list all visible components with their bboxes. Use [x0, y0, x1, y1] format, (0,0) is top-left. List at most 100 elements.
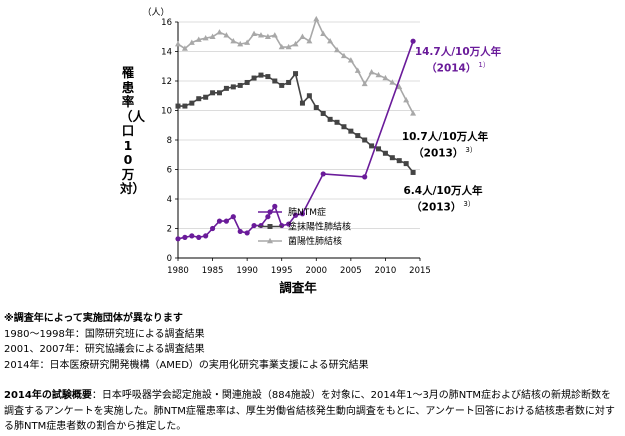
- data-point-square: [389, 155, 395, 161]
- data-point-triangle: [278, 43, 285, 50]
- data-point-square: [355, 133, 361, 139]
- data-point-triangle: [410, 110, 417, 116]
- notes-line: 1980～1998年：国際研究班による調査結果: [4, 328, 205, 340]
- x-tick-label: 2000: [305, 266, 327, 276]
- chart-axes: 0 2 4 6 8 10 12 14 16 1980 1985 1990 1995 2000 2005 201…: [161, 18, 431, 276]
- chart-grid: [178, 21, 420, 229]
- data-point-square: [216, 90, 222, 96]
- chart-series: [175, 15, 417, 242]
- annotation-smear-2013: 6.4人/10万人年 （2013） 3）: [388, 185, 498, 215]
- summary-text: ：日本呼吸器学会認定施設・関連施設（884施設）を対象に、2014年1～3月の肺…: [4, 390, 615, 432]
- data-point-triangle: [334, 46, 341, 53]
- annotation-ntm-year: （2014）: [426, 62, 477, 75]
- data-point-triangle: [251, 30, 258, 36]
- data-point-triangle: [327, 37, 334, 44]
- data-point-circle: [237, 228, 243, 235]
- data-point-triangle: [382, 74, 389, 81]
- x-axis-title: 調査年: [279, 280, 317, 295]
- data-point-circle: [175, 236, 181, 242]
- data-point-square: [334, 119, 340, 125]
- data-point-circle: [244, 230, 250, 236]
- data-point-circle: [203, 233, 209, 239]
- y-tick-label: 2: [167, 225, 172, 235]
- data-point-triangle: [375, 71, 382, 78]
- data-point-square: [293, 71, 299, 77]
- data-point-circle: [223, 218, 229, 224]
- data-point-triangle: [306, 37, 313, 44]
- data-point-circle: [251, 222, 257, 229]
- data-point-circle: [279, 222, 285, 229]
- data-point-triangle: [181, 45, 188, 51]
- annotation-ntm-2014: 14.7人/10万人年 （2014） 1）: [398, 46, 518, 76]
- annotation-ntm-value: 14.7人/10万人年: [414, 46, 502, 58]
- data-point-square: [286, 79, 292, 85]
- data-point-triangle: [188, 39, 195, 45]
- data-point-circle: [230, 214, 236, 220]
- series-circle: [175, 38, 416, 242]
- data-point-square: [279, 82, 285, 88]
- annotation-smear-ref: 3）: [463, 200, 475, 208]
- y-tick-label: 16: [161, 18, 172, 28]
- data-point-circle: [320, 171, 326, 177]
- incidence-chart: 0 2 4 6 8 10 12 14 16 1980 1985 1990 1995 2000 2005 201…: [142, 7, 431, 295]
- data-point-square: [327, 116, 333, 122]
- data-point-square: [299, 100, 305, 106]
- series-line-circle: [177, 40, 414, 240]
- data-point-square: [244, 79, 250, 85]
- data-point-square: [203, 94, 209, 100]
- series-triangle: [175, 15, 417, 116]
- data-point-triangle: [368, 68, 375, 75]
- legend-marker-circle: [267, 209, 273, 215]
- y-tick-label: 10: [161, 107, 172, 117]
- data-point-triangle: [223, 32, 230, 38]
- data-point-triangle: [403, 96, 410, 103]
- data-point-triangle: [299, 33, 306, 39]
- data-point-circle: [209, 225, 216, 232]
- data-point-circle: [182, 234, 188, 240]
- data-point-square: [230, 84, 236, 90]
- x-tick-label: 2005: [340, 266, 362, 276]
- data-point-triangle: [347, 57, 354, 63]
- data-point-circle: [196, 234, 202, 240]
- annotation-ntm-ref: 1）: [478, 61, 490, 69]
- data-point-square: [313, 105, 319, 111]
- study-summary: 2014年の試験概要：日本呼吸器学会認定施設・関連施設（884施設）を対象に、2…: [4, 388, 620, 435]
- data-point-square: [175, 103, 181, 109]
- legend-label: 菌陽性肺結核: [288, 235, 342, 247]
- data-point-square: [306, 93, 312, 99]
- data-point-square: [362, 137, 368, 143]
- x-tick-label: 2010: [375, 266, 397, 276]
- data-point-circle: [292, 212, 299, 218]
- data-point-triangle: [237, 40, 244, 47]
- data-point-square: [396, 158, 402, 164]
- x-tick-label: 2015: [409, 266, 431, 276]
- data-point-circle: [362, 174, 368, 180]
- y-axis-title: 罹患率（人口10万対）: [120, 65, 146, 196]
- annotation-smear-value: 6.4人/10万人年: [403, 185, 483, 197]
- data-point-triangle: [396, 83, 403, 90]
- data-point-triangle: [354, 67, 361, 73]
- data-point-triangle: [292, 40, 299, 47]
- data-point-triangle: [209, 33, 216, 39]
- data-point-square: [376, 146, 382, 152]
- y-tick-label: 8: [167, 136, 172, 146]
- data-point-square: [272, 78, 278, 84]
- data-point-circle: [410, 38, 416, 44]
- data-point-square: [403, 161, 409, 167]
- y-tick-label: 6: [167, 166, 172, 176]
- annotation-culture-ref: 3）: [465, 146, 477, 154]
- annotation-culture-value: 10.7人/10万人年: [401, 131, 489, 143]
- data-point-square: [265, 74, 271, 80]
- data-point-square: [210, 90, 216, 96]
- data-point-square: [382, 150, 388, 156]
- y-unit-label: （人）: [142, 7, 169, 18]
- y-tick-label: 14: [161, 48, 172, 58]
- legend-label: 塗抹陽性肺結核: [288, 221, 351, 233]
- x-tick-label: 1990: [236, 266, 258, 276]
- notes-line: 2014年：日本医療研究開発機構（AMED）の実用化研究事業支援による研究結果: [4, 359, 369, 371]
- data-point-square: [196, 96, 202, 102]
- data-point-square: [223, 85, 229, 91]
- summary-label: 2014年の試験概要: [4, 390, 92, 401]
- data-point-circle: [258, 222, 264, 229]
- data-point-square: [258, 72, 264, 78]
